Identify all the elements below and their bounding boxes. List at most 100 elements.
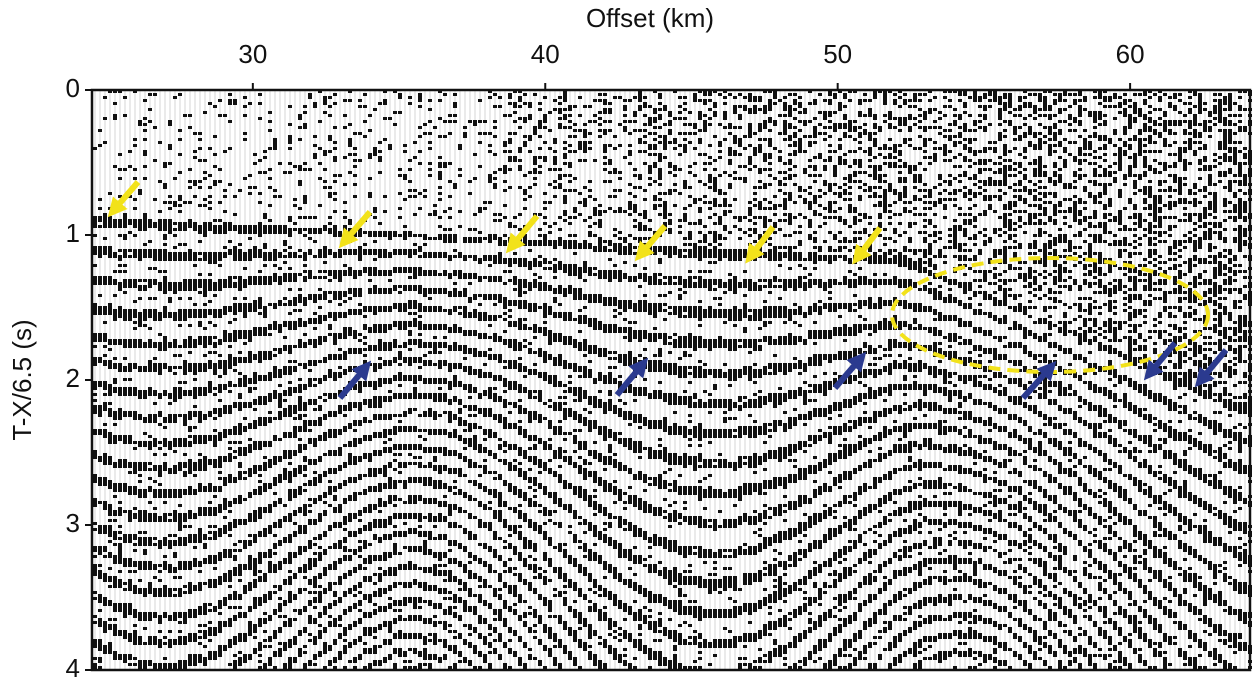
wiggle-fill [693, 243, 697, 258]
wiggle-fill [678, 624, 682, 627]
wiggle-fill [163, 612, 167, 618]
wiggle-fill [418, 366, 422, 369]
wiggle-fill [278, 615, 282, 618]
wiggle-fill [248, 303, 252, 312]
wiggle-fill [688, 231, 692, 240]
wiggle-fill [563, 312, 567, 321]
wiggle-fill [293, 297, 297, 306]
wiggle-fill [383, 342, 387, 351]
wiggle-fill [458, 174, 462, 177]
wiggle-fill [543, 156, 547, 162]
wiggle-fill [113, 378, 117, 384]
wiggle-fill [183, 252, 187, 261]
wiggle-fill [603, 129, 607, 135]
wiggle-fill [478, 312, 482, 321]
wiggle-fill [558, 174, 562, 180]
wiggle-fill [793, 279, 797, 291]
wiggle-fill [108, 600, 112, 606]
wiggle-fill [743, 513, 747, 522]
wiggle-fill [548, 261, 552, 264]
wiggle-fill [173, 177, 177, 180]
wiggle-fill [763, 492, 767, 495]
wiggle-fill [673, 453, 677, 465]
wiggle-fill [523, 279, 527, 288]
wiggle-fill [133, 168, 137, 171]
wiggle-fill [433, 552, 437, 558]
wiggle-fill [453, 450, 457, 456]
wiggle-fill [103, 345, 107, 348]
wiggle-fill [618, 327, 622, 333]
wiggle-fill [783, 321, 787, 324]
wiggle-fill [578, 564, 582, 573]
wiggle-fill [528, 612, 532, 615]
wiggle-fill [228, 441, 232, 444]
wiggle-fill [198, 624, 202, 627]
wiggle-fill [138, 366, 142, 372]
wiggle-fill [318, 270, 322, 273]
wiggle-fill [603, 210, 607, 213]
wiggle-fill [203, 327, 207, 330]
wiggle-fill [363, 612, 367, 618]
wiggle-fill [503, 258, 507, 264]
wiggle-fill [648, 666, 652, 669]
wiggle-fill [613, 315, 617, 318]
wiggle-fill [243, 654, 247, 663]
wiggle-fill [438, 393, 442, 402]
wiggle-fill [233, 450, 237, 453]
wiggle-fill [208, 300, 212, 303]
wiggle-fill [373, 486, 377, 492]
wiggle-fill [793, 390, 797, 399]
wiggle-fill [608, 270, 612, 282]
wiggle-fill [228, 663, 232, 666]
wiggle-fill [638, 105, 642, 111]
wiggle-fill [443, 609, 447, 615]
wiggle-fill [658, 618, 662, 627]
wiggle-fill [293, 228, 297, 231]
wiggle-fill [213, 651, 217, 660]
wiggle-fill [358, 228, 362, 237]
wiggle-fill [763, 522, 767, 525]
wiggle-fill [608, 444, 612, 453]
wiggle-fill [543, 507, 547, 516]
wiggle-fill [198, 654, 202, 663]
wiggle-fill [428, 360, 432, 366]
wiggle-fill [323, 606, 327, 615]
wiggle-fill [398, 480, 402, 483]
wiggle-fill [628, 234, 632, 237]
wiggle-fill [553, 156, 557, 165]
wiggle-fill [618, 189, 622, 192]
wiggle-fill [748, 621, 752, 624]
wiggle-fill [403, 480, 407, 489]
wiggle-fill [118, 507, 122, 516]
wiggle-fill [798, 264, 802, 267]
wiggle-fill [803, 390, 807, 405]
wiggle-fill [643, 417, 647, 426]
wiggle-fill [613, 324, 617, 333]
wiggle-fill [303, 162, 307, 165]
wiggle-fill [523, 471, 527, 480]
wiggle-fill [448, 228, 452, 231]
wiggle-fill [558, 381, 562, 387]
wiggle-fill [618, 627, 622, 630]
wiggle-fill [803, 135, 807, 138]
wiggle-fill [653, 564, 657, 573]
wiggle-fill [623, 519, 627, 525]
wiggle-fill [368, 177, 372, 180]
wiggle-fill [533, 588, 537, 594]
wiggle-fill [618, 399, 622, 402]
wiggle-fill [578, 342, 582, 351]
wiggle-fill [358, 402, 362, 411]
wiggle-fill [718, 156, 722, 159]
wiggle-fill [778, 156, 782, 162]
wiggle-fill [378, 222, 382, 225]
wiggle-fill [338, 633, 342, 639]
wiggle-fill [133, 534, 137, 540]
wiggle-fill [178, 222, 182, 231]
wiggle-fill [268, 351, 272, 360]
wiggle-fill [448, 450, 452, 456]
wiggle-fill [163, 501, 167, 504]
wiggle-fill [778, 393, 782, 405]
wiggle-fill [258, 507, 262, 519]
wiggle-fill [603, 348, 607, 357]
wiggle-fill [543, 234, 547, 246]
